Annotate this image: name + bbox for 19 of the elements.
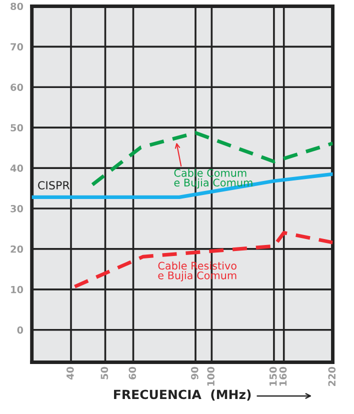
x-tick-label: 150: [269, 366, 277, 386]
series-label: CISPR: [38, 181, 70, 190]
x-tick-label: 220: [328, 366, 336, 386]
y-tick-label: 0: [17, 326, 24, 334]
y-tick-label: 70: [10, 43, 24, 50]
x-tick-label: 40: [66, 366, 74, 380]
x-tick-label: 160: [279, 366, 287, 386]
x-tick-label: 100: [207, 366, 215, 386]
y-tick-label: 40: [10, 164, 24, 172]
x-tick-label: 60: [128, 366, 136, 380]
y-tick-label: 60: [10, 84, 24, 91]
x-axis-title: FRECUENCIA (MHz): [114, 390, 251, 401]
y-tick-label: 10: [11, 286, 24, 294]
y-tick-label: 80: [10, 2, 24, 10]
y-tick-label: 30: [10, 204, 24, 212]
y-tick-label: 20: [10, 245, 24, 253]
y-tick-label: 50: [10, 124, 24, 132]
x-tick-label: 90: [190, 366, 198, 380]
x-tick-label: 50: [100, 366, 108, 380]
